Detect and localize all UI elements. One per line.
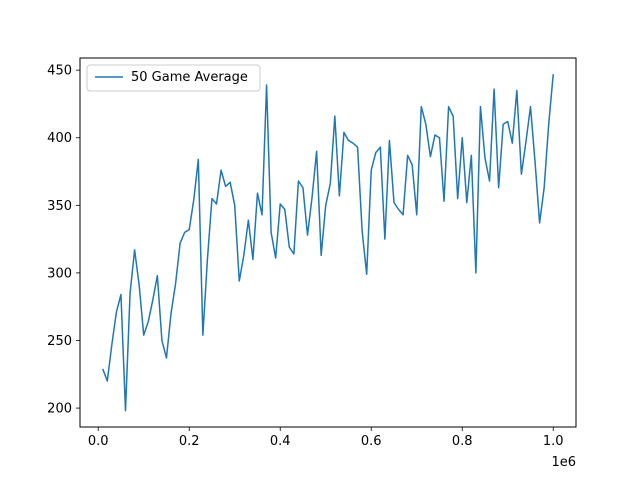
series-layer [102,74,554,412]
legend-box [86,64,261,92]
x-tick-label: 0.6 [361,434,382,449]
x-tick-label: 0.2 [179,434,200,449]
y-tick-label: 450 [47,64,72,79]
x-tick-label: 1.0 [543,434,564,449]
x-axis: 0.0 0.2 0.4 0.6 0.8 1.0 [88,427,564,449]
x-offset-label: 1e6 [551,455,576,470]
legend-label: 50 Game Average [131,70,248,85]
legend: 50 Game Average [86,64,261,92]
series-line [102,74,554,412]
y-tick-label: 350 [47,199,72,214]
x-tick-label: 0.8 [452,434,473,449]
y-axis: 200 250 300 350 400 450 [47,64,80,417]
y-tick-label: 250 [47,334,72,349]
y-tick-label: 400 [47,131,72,146]
axes-frame [79,57,577,428]
x-tick-label: 0.0 [88,434,109,449]
x-tick-label: 0.4 [270,434,291,449]
y-tick-label: 300 [47,266,72,281]
y-tick-label: 200 [47,402,72,417]
